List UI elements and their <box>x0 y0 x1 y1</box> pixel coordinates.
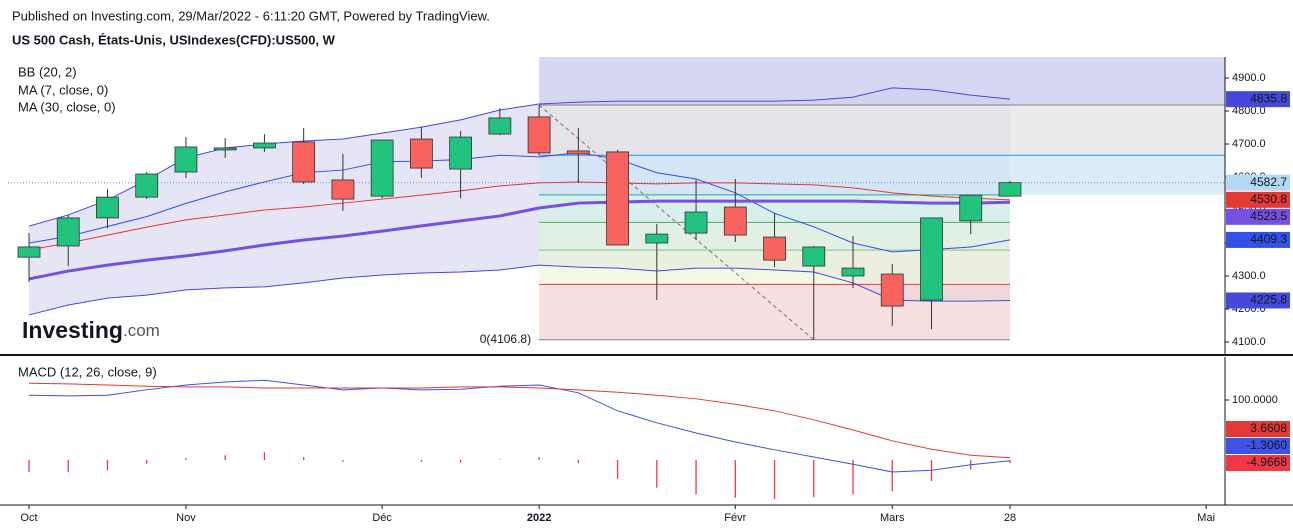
candle-body <box>723 206 747 236</box>
x-tick-label: Oct <box>20 512 37 524</box>
value-badge-label: -4.9668 <box>1246 455 1287 469</box>
published-line: Published on Investing.com, 29/Mar/2022 … <box>12 8 490 23</box>
value-badge <box>1226 174 1290 191</box>
value-badge <box>1226 231 1290 248</box>
value-badge-label: 4409.3 <box>1250 232 1287 246</box>
candle-body <box>841 267 865 277</box>
candle-body <box>135 173 159 198</box>
symbol-line: US 500 Cash, États-Unis, USIndexes(CFD):… <box>12 32 336 47</box>
value-badge <box>1226 292 1290 309</box>
candle-body <box>96 196 119 219</box>
candle-body <box>331 179 355 200</box>
value-badge-label: 3.6608 <box>1250 421 1287 435</box>
value-badge <box>1226 421 1290 437</box>
logo-brand: Investing <box>22 317 123 343</box>
candle-body <box>292 141 316 183</box>
fib-zone <box>539 105 1010 156</box>
value-badge <box>1226 191 1290 208</box>
y-tick-label: 4800.0 <box>1232 105 1266 117</box>
candle-body <box>17 246 41 258</box>
candle-body <box>56 217 80 247</box>
candle-body <box>802 246 826 267</box>
candle-body <box>409 138 433 169</box>
value-badge <box>1226 208 1290 225</box>
candle-body <box>998 182 1022 197</box>
fib-zone-extension <box>1009 155 1225 195</box>
bb-lower-line <box>28 264 1010 316</box>
value-badge-label: -1.3060 <box>1246 438 1287 452</box>
candle-body <box>527 116 551 154</box>
candle-body <box>959 194 983 222</box>
x-tick-label: 2022 <box>527 512 551 524</box>
value-badge-label: 4225.8 <box>1250 293 1287 307</box>
macd-line <box>28 382 1011 459</box>
ma-line <box>28 199 1011 281</box>
y-tick-label: 4100.0 <box>1232 336 1266 348</box>
value-badge-label: 4582.7 <box>1250 175 1287 189</box>
candle-body <box>213 147 237 151</box>
candle-body <box>488 117 512 135</box>
value-badge-label: 4530.8 <box>1250 192 1287 206</box>
x-tick-label: Févr <box>724 512 746 524</box>
x-tick-label: Mars <box>880 512 905 524</box>
candle-body <box>645 233 669 244</box>
y-tick-label: 4300.0 <box>1232 270 1266 282</box>
candle-body <box>174 146 198 173</box>
logo: Investing.com <box>22 317 160 343</box>
fib-label: 0(4106.8) <box>480 332 531 346</box>
x-tick-label: Déc <box>372 512 392 524</box>
candle-body <box>566 150 590 155</box>
candle-body <box>253 142 276 149</box>
value-badge-label: 4523.5 <box>1250 209 1287 223</box>
candle-body <box>763 236 786 261</box>
fib-top-zone <box>539 57 1225 106</box>
y-tick-label: 100.0000 <box>1232 394 1278 406</box>
candle-body <box>684 211 708 234</box>
indicator-legend: BB (20, 2) <box>18 64 77 79</box>
fib-zone-extension <box>1009 105 1225 156</box>
candle-body <box>880 273 904 307</box>
logo-suffix: .com <box>123 321 160 340</box>
candle-body <box>370 139 394 197</box>
value-badge-label: 4835.8 <box>1250 91 1287 105</box>
value-badge <box>1226 438 1290 454</box>
macd-legend: MACD (12, 26, close, 9) <box>18 364 157 379</box>
bb-basis-line <box>28 181 1010 251</box>
value-badge <box>1226 455 1290 471</box>
indicator-legend: MA (7, close, 0) <box>18 82 108 97</box>
candle-body <box>920 217 943 301</box>
x-tick-label: Mai <box>1197 512 1215 524</box>
macd-line <box>28 379 1011 473</box>
candle-body <box>606 151 629 246</box>
indicator-legend: MA (30, close, 0) <box>18 99 116 114</box>
value-badge <box>1226 91 1290 108</box>
fib-trend-line <box>538 104 815 341</box>
x-tick-label: 28 <box>1004 512 1016 524</box>
y-tick-label: 4900.0 <box>1232 72 1266 84</box>
ma-line <box>28 152 1011 253</box>
candle-body <box>449 136 473 170</box>
y-tick-label: 4700.0 <box>1232 138 1266 150</box>
x-tick-label: Nov <box>176 512 196 524</box>
